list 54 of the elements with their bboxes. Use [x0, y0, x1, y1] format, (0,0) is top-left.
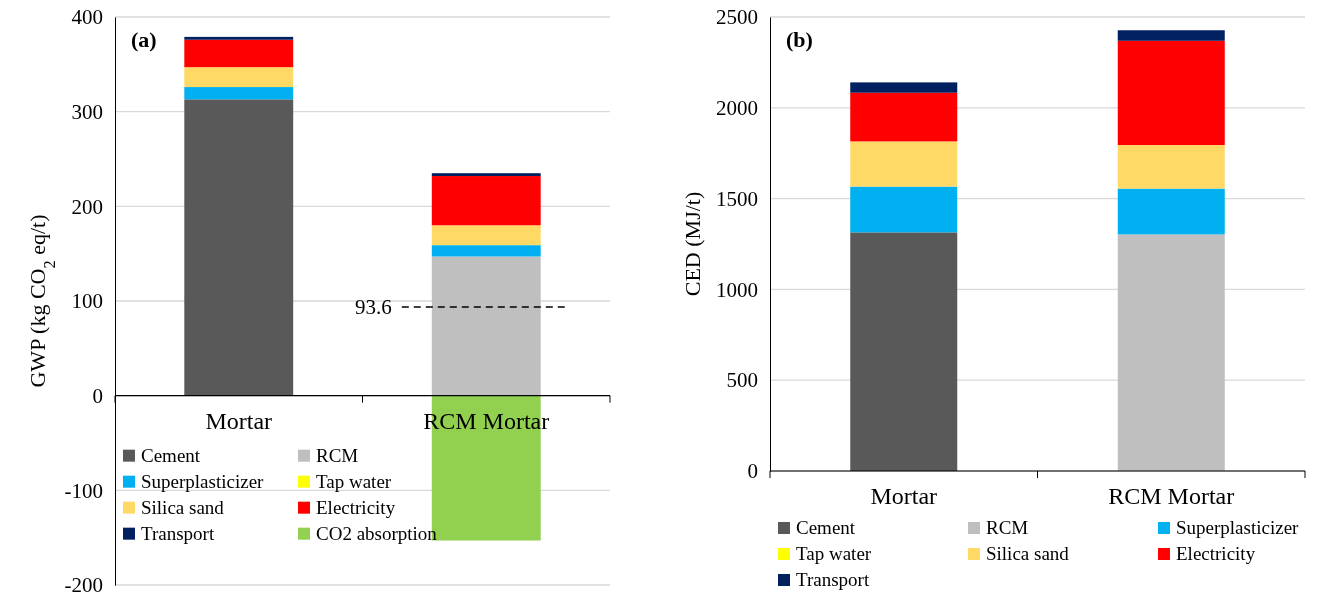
bar	[1117, 234, 1225, 471]
x-tick-label: Mortar	[205, 407, 273, 434]
legend-label: RCM	[316, 444, 359, 466]
y-axis-title: CED (MJ/t)	[680, 191, 705, 297]
bar	[431, 176, 541, 226]
text: (b)	[786, 27, 813, 52]
y-tick-label: 400	[71, 5, 103, 30]
y-tick-label: 0	[747, 459, 758, 484]
bar	[184, 36, 294, 40]
legend-label: Cement	[796, 517, 856, 538]
y-tick-label: -100	[64, 478, 103, 503]
y-tick-label: 100	[71, 289, 103, 314]
ref-line-label: 93.6	[355, 295, 392, 320]
legend-label: Tap water	[796, 543, 872, 564]
y-tick-label: 200	[71, 194, 103, 219]
bar	[184, 99, 294, 396]
bar	[184, 87, 294, 100]
bar	[1117, 30, 1225, 41]
bar	[1117, 188, 1225, 235]
bar	[850, 186, 958, 233]
legend-label: Silica sand	[986, 543, 1070, 564]
bar	[850, 92, 958, 142]
x-tick-label: RCM Mortar	[1108, 483, 1235, 509]
y-tick-label: 2500	[716, 5, 758, 30]
legend-label: Cement	[141, 444, 201, 466]
y-tick-label: 2000	[716, 96, 758, 121]
bar	[184, 67, 294, 88]
bar	[850, 82, 958, 93]
y-tick-label: 1500	[716, 186, 758, 211]
y-tick-label: 300	[71, 99, 103, 124]
bar	[431, 173, 541, 177]
bar	[184, 39, 294, 68]
bar	[431, 256, 541, 396]
y-tick-label: -200	[64, 573, 103, 598]
legend-label: Electricity	[316, 496, 396, 518]
bar	[1117, 40, 1225, 146]
bar	[850, 232, 958, 471]
bar	[431, 245, 541, 257]
legend-label: Transport	[796, 569, 870, 590]
legend-label: Superplasticizer	[141, 470, 265, 492]
legend-label: Transport	[141, 522, 215, 544]
text: (a)	[131, 27, 157, 52]
legend-label: Tap water	[316, 470, 392, 492]
bar	[1117, 145, 1225, 189]
legend-label: Superplasticizer	[1176, 517, 1300, 538]
y-tick-label: 0	[92, 383, 103, 408]
legend-label: Silica sand	[141, 496, 225, 518]
bar	[850, 141, 958, 187]
y-tick-label: 1000	[716, 277, 758, 302]
x-tick-label: Mortar	[870, 483, 938, 509]
legend-label: Electricity	[1176, 543, 1256, 564]
legend-label: RCM	[986, 517, 1029, 538]
y-tick-label: 500	[726, 368, 758, 393]
bar	[431, 225, 541, 246]
